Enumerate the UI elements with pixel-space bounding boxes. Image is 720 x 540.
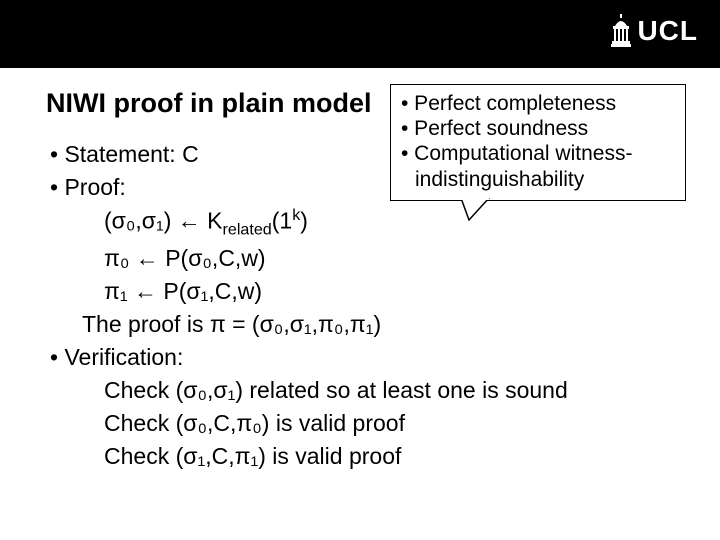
callout-line-3b: indistinguishability xyxy=(401,167,675,192)
proof-line-1: (σ₀,σ₁) ← Krelated(1k) xyxy=(46,205,692,241)
properties-callout: • Perfect completeness • Perfect soundne… xyxy=(390,84,686,201)
proof-line-1b: (1 xyxy=(272,208,292,234)
callout-line-3: • Computational witness- xyxy=(401,141,675,166)
proof-line-1a: (σ₀,σ₁) ← K xyxy=(104,208,223,234)
proof-line-4: The proof is π = (σ₀,σ₁,π₀,π₁) xyxy=(46,309,692,340)
proof-line-1-sub: related xyxy=(223,220,272,238)
header-bar: UCL xyxy=(0,0,720,68)
callout-tail-icon xyxy=(461,198,501,222)
callout-line-1: • Perfect completeness xyxy=(401,91,675,116)
ucl-logo: UCL xyxy=(611,14,698,48)
proof-line-3: π₁ ← P(σ₁,C,w) xyxy=(46,276,692,307)
ucl-logo-text: UCL xyxy=(637,15,698,47)
ver-line-1: Check (σ₀,σ₁) related so at least one is… xyxy=(46,375,692,406)
ucl-dome-icon xyxy=(611,14,631,48)
ver-line-2: Check (σ₀,C,π₀) is valid proof xyxy=(46,408,692,439)
callout-line-2: • Perfect soundness xyxy=(401,116,675,141)
proof-line-1c: ) xyxy=(300,208,308,234)
bullet-verification: Verification: xyxy=(46,342,692,373)
proof-line-2: π₀ ← P(σ₀,C,w) xyxy=(46,243,692,274)
ver-line-3: Check (σ₁,C,π₁) is valid proof xyxy=(46,441,692,472)
